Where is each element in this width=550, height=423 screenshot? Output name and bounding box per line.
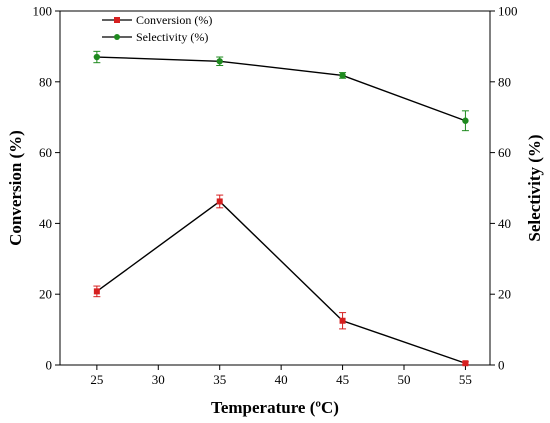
y-axis-right-title: Selectivity (%) — [525, 134, 544, 241]
y-tick-label-right: 100 — [498, 4, 518, 19]
x-tick-label: 55 — [459, 372, 472, 387]
y-tick-label-right: 20 — [498, 287, 511, 302]
conversion-line — [96, 200, 466, 364]
y-tick-label-left: 20 — [39, 287, 52, 302]
legend-item-conversion: Conversion (%) — [102, 13, 212, 27]
conversion-marker — [216, 198, 223, 205]
y-axis-left: 0 20 40 60 80 100 — [33, 4, 60, 373]
selectivity-point — [216, 56, 224, 67]
x-axis: 25 30 35 40 45 50 55 — [90, 365, 472, 387]
y-tick-label-left: 40 — [39, 216, 52, 231]
y-tick-label-left: 100 — [33, 4, 53, 19]
legend: Conversion (%) Selectivity (%) — [102, 13, 212, 44]
legend-item-selectivity: Selectivity (%) — [102, 30, 208, 44]
conversion-point — [339, 312, 347, 330]
legend-label: Conversion (%) — [136, 13, 212, 27]
plot-frame — [59, 10, 491, 366]
selectivity-marker — [462, 117, 469, 124]
y-tick-label-right: 60 — [498, 145, 511, 160]
series-layer — [93, 50, 469, 367]
y-tick-label-right: 40 — [498, 216, 511, 231]
selectivity-point — [461, 110, 469, 132]
conversion-marker — [93, 288, 100, 295]
x-axis-title: Temperature (ºC) — [211, 398, 339, 417]
x-tick-label: 25 — [90, 372, 103, 387]
x-tick-label: 40 — [275, 372, 288, 387]
legend-label: Selectivity (%) — [136, 30, 208, 44]
x-tick-label: 50 — [398, 372, 411, 387]
conversion-point — [216, 194, 224, 209]
x-tick-label: 35 — [213, 372, 226, 387]
y-axis-left-title: Conversion (%) — [6, 130, 25, 246]
conversion-marker — [339, 317, 346, 324]
y-tick-label-left: 60 — [39, 145, 52, 160]
selectivity-line — [96, 56, 466, 122]
conversion-point — [93, 285, 101, 298]
x-tick-label: 45 — [336, 372, 349, 387]
y-axis-right: 0 20 40 60 80 100 — [490, 4, 518, 373]
conversion-marker — [462, 360, 469, 367]
selectivity-marker — [216, 58, 223, 65]
selectivity-marker — [339, 72, 346, 79]
y-tick-label-right: 80 — [498, 74, 511, 89]
y-tick-label-right: 0 — [498, 358, 505, 373]
selectivity-point — [339, 72, 347, 79]
x-tick-label: 30 — [152, 372, 165, 387]
selectivity-point — [93, 50, 101, 64]
plot-area — [59, 10, 491, 366]
conversion-point — [461, 360, 469, 367]
selectivity-marker — [93, 53, 101, 61]
y-tick-label-left: 80 — [39, 74, 52, 89]
legend-marker — [114, 34, 120, 40]
legend-marker — [114, 17, 120, 23]
y-tick-label-left: 0 — [46, 358, 53, 373]
